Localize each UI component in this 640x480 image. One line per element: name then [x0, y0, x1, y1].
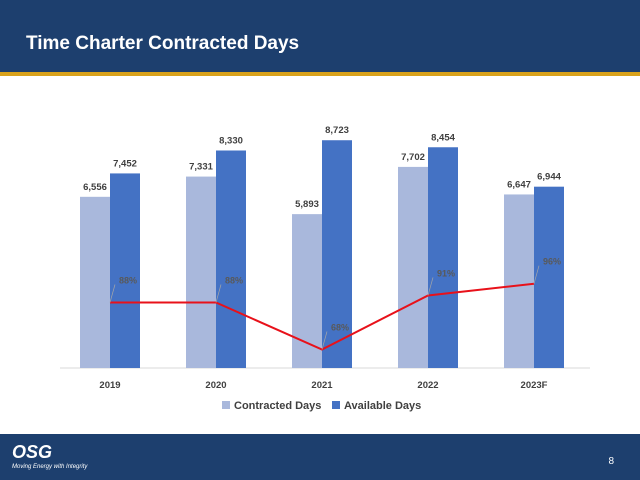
- data-label-contracted-2019: 6,556: [83, 182, 107, 193]
- bar-available-2019: [110, 173, 140, 368]
- bar-available-2022: [428, 147, 458, 368]
- x-tick-label-2020: 2020: [205, 380, 226, 391]
- bar-contracted-2019: [80, 196, 110, 368]
- footer-bar: OSG Moving Energy with Integrity 8: [0, 434, 640, 480]
- leader-line-2022: [427, 277, 434, 296]
- data-label-contracted-2022: 7,702: [401, 152, 425, 163]
- pct-label-2022: 91%: [437, 268, 455, 278]
- x-tick-label-2021: 2021: [311, 380, 333, 391]
- data-label-contracted-2021: 5,893: [295, 199, 319, 210]
- legend-label-available: Available Days: [344, 400, 421, 412]
- osg-logo: OSG Moving Energy with Integrity: [12, 442, 87, 470]
- bar-contracted-2023F: [504, 194, 534, 368]
- bar-available-2021: [322, 140, 352, 368]
- bar-contracted-2021: [292, 214, 322, 368]
- pct-label-2020: 88%: [225, 276, 243, 286]
- leader-line-2020: [215, 284, 222, 303]
- pct-label-2019: 88%: [119, 276, 137, 286]
- x-tick-label-2022: 2022: [417, 380, 438, 391]
- legend-swatch-contracted: [222, 401, 230, 409]
- logo-mark: OSG: [12, 442, 53, 462]
- bar-contracted-2022: [398, 166, 428, 368]
- bar-available-2023F: [534, 186, 564, 368]
- x-tick-label-2019: 2019: [99, 380, 120, 391]
- page-number: 8: [608, 456, 614, 467]
- leader-line-2019: [109, 284, 116, 303]
- header-bar: Time Charter Contracted Days: [0, 0, 640, 76]
- pct-label-2021: 68%: [331, 323, 349, 333]
- leader-line-2023F: [533, 265, 540, 284]
- data-label-available-2021: 8,723: [325, 125, 349, 136]
- data-label-available-2023F: 6,944: [537, 172, 561, 183]
- bar-contracted-2020: [186, 176, 216, 368]
- legend-swatch-available: [332, 401, 340, 409]
- data-label-available-2019: 7,452: [113, 158, 137, 169]
- bar-chart: 6,556 7,452 2019 7,331 8,330 2020 5,893 8,723 20…: [60, 125, 590, 412]
- leader-line-2021: [321, 331, 328, 350]
- data-label-available-2020: 8,330: [219, 135, 243, 146]
- pct-label-2023F: 96%: [543, 257, 561, 267]
- slide-title: Time Charter Contracted Days: [26, 33, 300, 54]
- data-label-contracted-2023F: 6,647: [507, 179, 531, 190]
- logo-tagline: Moving Energy with Integrity: [12, 464, 88, 470]
- legend-label-contracted: Contracted Days: [234, 400, 321, 412]
- x-tick-label-2023F: 2023F: [521, 380, 548, 391]
- bar-available-2020: [216, 150, 246, 368]
- data-label-contracted-2020: 7,331: [189, 162, 213, 173]
- data-label-available-2022: 8,454: [431, 132, 455, 143]
